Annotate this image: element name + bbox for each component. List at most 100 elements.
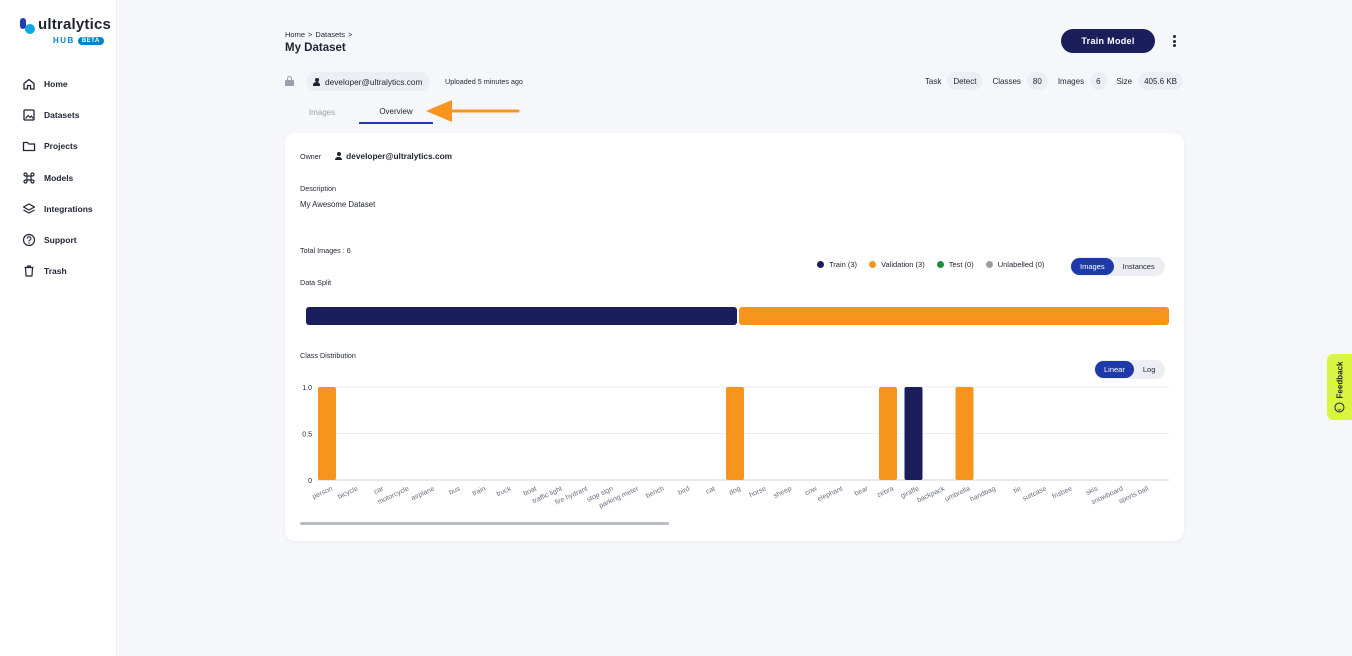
help-icon	[22, 233, 36, 247]
x-tick-label: suitcase	[1022, 485, 1048, 502]
breadcrumb-datasets[interactable]: Datasets	[315, 30, 346, 39]
annotation-arrow	[426, 100, 520, 122]
split-legend: Train (3) Validation (3) Test (0) Unlabe…	[817, 260, 1044, 269]
description-label: Description	[300, 184, 336, 193]
train-model-button[interactable]: Train Model	[1061, 29, 1155, 53]
images-label: Images	[1057, 76, 1085, 86]
split-train-segment[interactable]	[306, 307, 737, 325]
sidebar-item-trash[interactable]: Trash	[0, 256, 117, 287]
x-tick-label: boat	[523, 485, 538, 497]
sidebar-item-support[interactable]: Support	[0, 224, 117, 255]
split-validation-segment[interactable]	[738, 307, 1169, 325]
class-distribution-label: Class Distribution	[300, 351, 356, 360]
x-tick-label: truck	[496, 485, 513, 498]
owner-email: developer@ultralytics.com	[325, 76, 423, 87]
sidebar-item-models[interactable]: Models	[0, 162, 117, 193]
data-split-bar	[306, 307, 1169, 325]
bar-dog[interactable]	[726, 387, 744, 480]
task-label: Task	[924, 76, 942, 86]
instances-mode-button[interactable]: Instances	[1122, 262, 1155, 271]
size-label: Size	[1116, 76, 1133, 86]
x-tick-label: sheep	[773, 485, 793, 499]
legend-dot	[817, 261, 824, 268]
feedback-tab[interactable]: Feedback	[1327, 354, 1352, 420]
x-tick-label: sports ball	[1118, 485, 1150, 505]
sidebar-item-label: Integrations	[44, 203, 93, 214]
total-images: Total Images : 6	[300, 246, 351, 255]
sidebar: ultralytics HUB BETA Home Datasets Proje…	[0, 0, 117, 656]
task-value: Detect	[947, 72, 983, 90]
linear-scale-button[interactable]: Linear	[1095, 361, 1134, 378]
sidebar-item-home[interactable]: Home	[0, 68, 117, 99]
x-tick-label: person	[311, 485, 333, 500]
description-value: My Awesome Dataset	[300, 200, 376, 209]
legend-dot	[936, 261, 944, 268]
x-tick-label: handbag	[969, 485, 997, 503]
sidebar-item-datasets[interactable]: Datasets	[0, 99, 117, 130]
x-tick-label: car	[373, 485, 385, 496]
x-tick-label: tie	[1013, 485, 1023, 495]
legend-dot	[985, 261, 993, 268]
tab-overview[interactable]: Overview	[359, 100, 433, 124]
x-tick-label: skis	[1085, 485, 1099, 497]
lock-icon	[285, 76, 294, 86]
user-icon	[335, 152, 343, 160]
legend-train[interactable]: Train (3)	[817, 260, 857, 269]
x-tick-label: cow	[804, 485, 819, 497]
dataset-meta-row: developer@ultralytics.com Uploaded 5 min…	[285, 72, 1183, 92]
trash-icon	[22, 264, 36, 278]
page-title: My Dataset	[285, 42, 346, 54]
count-mode-toggle: Images Instances	[1070, 257, 1165, 276]
x-tick-label: frisbee	[1051, 485, 1073, 500]
owner-row: Owner developer@ultralytics.com	[300, 151, 452, 161]
sidebar-item-projects[interactable]: Projects	[0, 131, 117, 162]
legend-test[interactable]: Test (0)	[936, 260, 974, 269]
x-tick-label: train	[472, 485, 487, 497]
x-tick-label: bicycle	[337, 485, 359, 500]
overview-card: Owner developer@ultralytics.com Descript…	[285, 133, 1184, 541]
logo-name: ultralytics	[38, 16, 112, 33]
sidebar-item-label: Datasets	[44, 109, 80, 120]
log-scale-button[interactable]: Log	[1142, 365, 1156, 374]
home-icon	[22, 77, 36, 91]
y-tick-label: 0.5	[302, 432, 312, 439]
x-tick-label: umbrella	[944, 485, 971, 503]
breadcrumb: Home > Datasets >	[285, 30, 352, 39]
scale-toggle: Linear Log	[1094, 360, 1166, 379]
owner-chip[interactable]: developer@ultralytics.com	[306, 72, 431, 91]
tab-images[interactable]: Images	[308, 107, 336, 117]
legend-unlabelled[interactable]: Unlabelled (0)	[985, 260, 1044, 269]
size-value: 405.6 KB	[1138, 72, 1183, 90]
y-tick-label: 1.0	[302, 385, 312, 392]
dataset-stats: Task Detect Classes 80 Images 6 Size 405…	[921, 72, 1183, 90]
x-tick-label: bear	[854, 485, 870, 498]
sidebar-item-label: Projects	[44, 141, 78, 152]
legend-validation[interactable]: Validation (3)	[869, 260, 925, 269]
x-tick-label: cat	[705, 485, 716, 495]
beta-badge: BETA	[77, 36, 104, 45]
bar-person[interactable]	[318, 387, 336, 480]
bar-umbrella[interactable]	[955, 387, 974, 480]
sidebar-item-label: Trash	[44, 266, 67, 277]
images-value: 6	[1090, 72, 1107, 90]
command-icon	[22, 171, 36, 185]
bar-giraffe[interactable]	[904, 387, 923, 480]
bar-zebra[interactable]	[879, 387, 897, 480]
owner-label: Owner	[300, 151, 322, 161]
breadcrumb-separator: >	[348, 30, 353, 39]
x-tick-label: backpack	[916, 485, 946, 504]
more-options-icon[interactable]	[1167, 33, 1181, 49]
x-tick-label: elephant	[817, 485, 844, 503]
x-tick-label: bus	[448, 485, 462, 496]
logo-mark-icon	[20, 18, 35, 34]
uploaded-time: Uploaded 5 minutes ago	[445, 77, 523, 86]
sidebar-item-integrations[interactable]: Integrations	[0, 193, 117, 224]
x-tick-label: zebra	[876, 485, 895, 499]
breadcrumb-home[interactable]: Home	[285, 30, 306, 39]
layers-icon	[22, 202, 36, 216]
chart-scrollbar[interactable]	[300, 522, 669, 525]
images-mode-button[interactable]: Images	[1071, 258, 1114, 275]
x-tick-label: horse	[749, 485, 768, 499]
x-tick-label: bench	[645, 485, 665, 499]
